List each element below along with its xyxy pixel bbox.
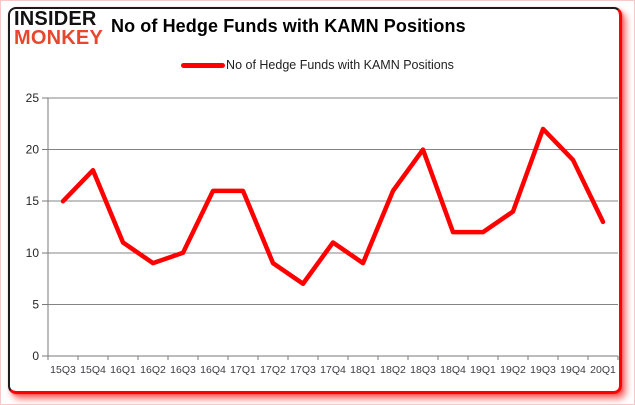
x-tick-label: 17Q1 xyxy=(230,364,256,376)
x-tick-label: 16Q3 xyxy=(170,364,196,376)
x-tick-label: 16Q2 xyxy=(140,364,166,376)
x-tick-label: 20Q1 xyxy=(590,364,616,376)
insider-monkey-logo: INSIDER MONKEY xyxy=(14,8,110,49)
y-tick-label: 25 xyxy=(26,91,40,105)
chart-svg: 0 5 10 15 20 25 15Q3 15Q4 16Q1 16Q2 16Q3 16Q4 17Q1 17… xyxy=(26,91,619,376)
x-tick-label: 17Q4 xyxy=(320,364,346,376)
x-tick-label: 18Q4 xyxy=(440,364,466,376)
x-tick-label: 19Q2 xyxy=(500,364,526,376)
x-tick-label: 19Q3 xyxy=(530,364,556,376)
legend-line-swatch xyxy=(181,62,226,68)
x-tick-label: 19Q4 xyxy=(560,364,586,376)
y-tick-label: 0 xyxy=(32,349,39,363)
x-tick-label: 16Q1 xyxy=(110,364,136,376)
axes xyxy=(42,97,619,360)
logo-line-monkey: MONKEY xyxy=(14,27,103,49)
axis-labels: 0 5 10 15 20 25 15Q3 15Q4 16Q1 16Q2 16Q3 16Q4 17Q1 17… xyxy=(26,91,616,376)
legend: No of Hedge Funds with KAMN Positions xyxy=(1,58,634,72)
y-tick-label: 20 xyxy=(26,143,40,157)
chart-title: No of Hedge Funds with KAMN Positions xyxy=(111,16,466,36)
legend-label: No of Hedge Funds with KAMN Positions xyxy=(226,58,454,72)
x-tick-label: 18Q3 xyxy=(410,364,436,376)
x-tick-label: 18Q2 xyxy=(380,364,406,376)
x-tick-label: 17Q2 xyxy=(260,364,286,376)
y-tick-label: 5 xyxy=(32,297,39,311)
x-tick-label: 19Q1 xyxy=(470,364,496,376)
x-tick-label: 16Q4 xyxy=(200,364,226,376)
series-line xyxy=(60,126,606,287)
logo-line-insider: INSIDER xyxy=(14,8,97,30)
x-tick-label: 15Q3 xyxy=(50,364,76,376)
y-tick-label: 10 xyxy=(26,246,40,260)
y-tick-label: 15 xyxy=(26,194,40,208)
x-tick-label: 18Q1 xyxy=(350,364,376,376)
x-tick-label: 15Q4 xyxy=(80,364,106,376)
gridlines xyxy=(48,97,618,357)
x-tick-label: 17Q3 xyxy=(290,364,316,376)
